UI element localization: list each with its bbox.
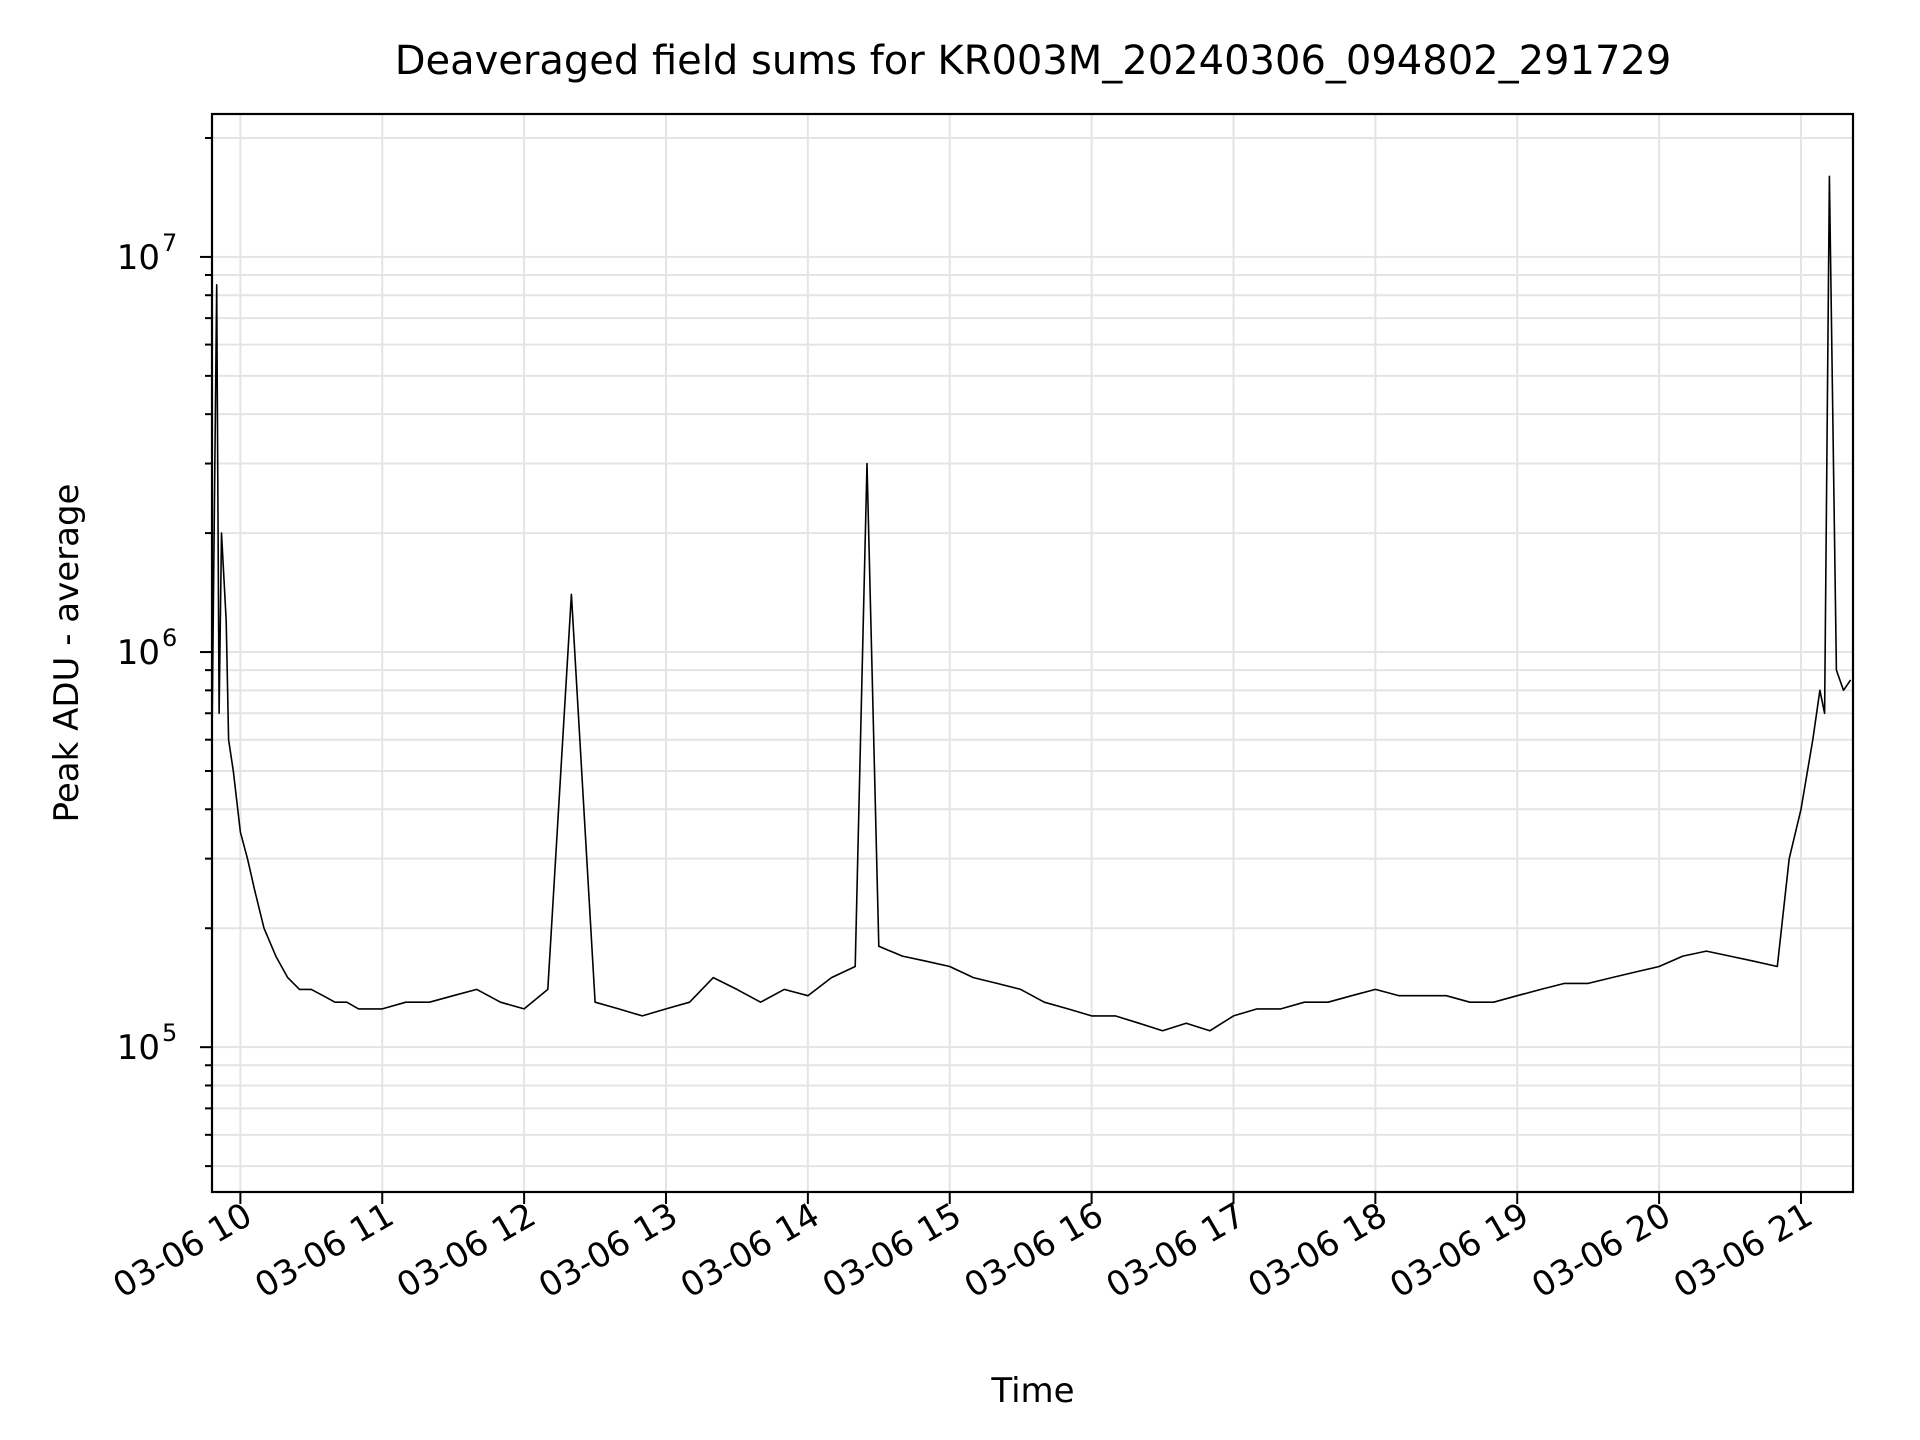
- y-tick-label: 10: [117, 238, 160, 278]
- y-tick-label-exponent: 5: [162, 1019, 177, 1047]
- y-tick-label: 10: [117, 633, 160, 673]
- x-tick-label: 03-06 20: [1525, 1195, 1677, 1306]
- y-tick-label-exponent: 6: [162, 624, 177, 652]
- grid: [212, 114, 1853, 1192]
- y-tick-label: 10: [117, 1028, 160, 1068]
- chart-title: Deaveraged field sums for KR003M_2024030…: [395, 38, 1672, 84]
- data-line-layer: [211, 175, 1852, 1032]
- x-tick-label: 03-06 15: [816, 1195, 968, 1306]
- x-tick-label: 03-06 10: [106, 1195, 258, 1306]
- x-tick-label: 03-06 21: [1667, 1195, 1819, 1306]
- x-tick-label: 03-06 13: [532, 1195, 684, 1306]
- y-axis-label: Peak ADU - average: [47, 484, 87, 823]
- x-tick-label: 03-06 19: [1383, 1195, 1535, 1306]
- data-series-line: [211, 175, 1852, 1032]
- y-tick-label-exponent: 7: [162, 229, 177, 257]
- x-tick-label: 03-06 17: [1100, 1195, 1252, 1306]
- x-tick-label: 03-06 12: [390, 1195, 542, 1306]
- x-tick-label: 03-06 18: [1241, 1195, 1393, 1306]
- x-tick-label: 03-06 14: [674, 1195, 826, 1306]
- x-tick-label: 03-06 11: [248, 1195, 400, 1306]
- x-axis-label: Time: [990, 1371, 1074, 1411]
- x-tick-label: 03-06 16: [958, 1195, 1110, 1306]
